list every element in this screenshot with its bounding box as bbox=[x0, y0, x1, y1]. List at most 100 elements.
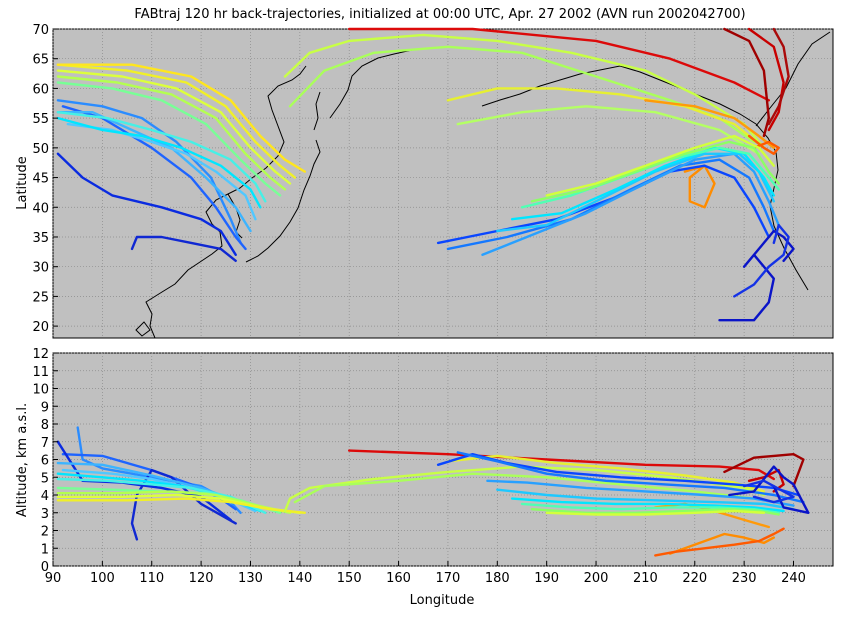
map-trajectory-31 bbox=[545, 134, 775, 197]
map-trajectory-17 bbox=[283, 33, 766, 149]
map-background bbox=[52, 28, 834, 339]
alt-trajectory-23 bbox=[486, 479, 795, 507]
map-y-tick-label: 55 bbox=[32, 112, 49, 127]
x-tick-label: 240 bbox=[781, 571, 806, 586]
map-trajectory-8 bbox=[56, 81, 282, 197]
coast-kamchatka bbox=[329, 49, 413, 119]
altitude-y-label: Altitude, km a.s.l. bbox=[15, 403, 30, 517]
map-trajectories bbox=[56, 27, 795, 322]
map-trajectory-22 bbox=[644, 99, 775, 149]
x-tick-label: 120 bbox=[189, 571, 214, 586]
alt-trajectory-9 bbox=[56, 490, 292, 514]
alt-trajectory-24 bbox=[496, 488, 795, 511]
map-trajectory-16 bbox=[767, 27, 790, 126]
x-tick-label: 200 bbox=[584, 571, 609, 586]
alt-trajectory-17 bbox=[446, 454, 766, 493]
alt-trajectory-22 bbox=[456, 451, 805, 504]
alt-trajectory-18 bbox=[668, 532, 775, 555]
map-trajectory-13 bbox=[348, 27, 770, 102]
x-tick-label: 130 bbox=[238, 571, 263, 586]
x-axis-label: Longitude bbox=[410, 593, 475, 608]
alt-trajectory-28 bbox=[545, 509, 766, 516]
altitude-trajectories bbox=[56, 426, 810, 557]
x-tick-label: 140 bbox=[287, 571, 312, 586]
map-trajectory-14 bbox=[723, 27, 770, 138]
alt-y-tick-label: 0 bbox=[41, 560, 49, 575]
map-y-tick-label: 35 bbox=[32, 231, 49, 246]
map-y-tick-label: 65 bbox=[32, 53, 49, 68]
alt-y-tick-label: 9 bbox=[41, 400, 49, 415]
alt-trajectory-25 bbox=[510, 497, 785, 513]
x-tick-label: 90 bbox=[45, 571, 62, 586]
map-trajectory-20 bbox=[456, 105, 761, 155]
alt-y-tick-label: 6 bbox=[41, 454, 49, 469]
alt-y-tick-label: 7 bbox=[41, 436, 49, 451]
map-y-tick-label: 25 bbox=[32, 290, 49, 305]
alt-trajectory-26 bbox=[520, 502, 780, 514]
map-trajectory-23 bbox=[747, 134, 780, 155]
map-trajectory-2 bbox=[56, 152, 237, 256]
alt-y-tick-label: 4 bbox=[41, 489, 49, 504]
chart-title: FABtraj 120 hr back-trajectories, initia… bbox=[134, 7, 745, 22]
coast-sakhalin bbox=[313, 91, 321, 131]
map-trajectory-10 bbox=[56, 69, 292, 185]
map-trajectory-33 bbox=[733, 223, 790, 298]
map-trajectory-9 bbox=[56, 75, 287, 191]
x-tick-label: 230 bbox=[732, 571, 757, 586]
coast-taiwan bbox=[135, 321, 151, 337]
map-trajectory-12 bbox=[56, 63, 306, 173]
map-panel: 20 25 30 35 40 45 50 55 60 65 70 Latitude bbox=[15, 23, 834, 339]
alt-y-tick-label: 3 bbox=[41, 507, 49, 522]
alt-trajectory-11 bbox=[56, 497, 306, 514]
x-tick-label: 170 bbox=[436, 571, 461, 586]
x-tick-label: 220 bbox=[682, 571, 707, 586]
x-tick-label: 150 bbox=[337, 571, 362, 586]
map-y-tick-label: 50 bbox=[32, 142, 49, 157]
map-trajectory-15 bbox=[747, 27, 785, 132]
map-y-ticks: 20 25 30 35 40 45 50 55 60 65 70 bbox=[32, 23, 58, 335]
alt-trajectory-13 bbox=[723, 453, 805, 488]
map-y-tick-label: 30 bbox=[32, 261, 49, 276]
alt-y-tick-label: 10 bbox=[32, 383, 49, 398]
coast-japan bbox=[245, 139, 321, 263]
altitude-grid bbox=[52, 352, 833, 567]
map-trajectory-0 bbox=[56, 99, 242, 245]
alt-trajectory-14 bbox=[747, 468, 785, 493]
alt-y-tick-label: 11 bbox=[32, 365, 49, 380]
alt-trajectory-12 bbox=[348, 449, 775, 481]
alt-trajectory-29 bbox=[728, 465, 810, 514]
map-trajectory-28 bbox=[510, 146, 775, 221]
map-trajectory-7 bbox=[56, 111, 267, 203]
alt-trajectory-3 bbox=[130, 468, 237, 541]
alt-y-tick-label: 2 bbox=[41, 525, 49, 540]
map-trajectory-19 bbox=[446, 87, 766, 149]
map-trajectory-3 bbox=[130, 235, 237, 262]
x-tick-label: 160 bbox=[386, 571, 411, 586]
x-tick-label: 100 bbox=[90, 571, 115, 586]
alt-trajectory-27 bbox=[530, 508, 780, 516]
x-tick-label: 190 bbox=[534, 571, 559, 586]
coast-asia bbox=[145, 65, 307, 339]
alt-y-tick-label: 1 bbox=[41, 542, 49, 557]
alt-y-tick-label: 12 bbox=[32, 347, 49, 362]
map-y-tick-label: 60 bbox=[32, 82, 49, 97]
alt-trajectory-20 bbox=[654, 527, 785, 557]
x-tick-label: 110 bbox=[139, 571, 164, 586]
map-y-tick-label: 40 bbox=[32, 201, 49, 216]
map-trajectory-30 bbox=[530, 140, 780, 203]
altitude-x-ticks: 90 100 110 120 130 140 150 160 170 180 190 200 210 22… bbox=[45, 561, 806, 586]
alt-y-tick-label: 8 bbox=[41, 418, 49, 433]
x-tick-label: 210 bbox=[633, 571, 658, 586]
map-y-tick-label: 20 bbox=[32, 320, 49, 335]
coast-alaska bbox=[481, 65, 809, 291]
map-trajectory-29 bbox=[520, 146, 780, 209]
map-y-tick-label: 70 bbox=[32, 23, 49, 38]
alt-trajectory-30 bbox=[742, 479, 795, 504]
map-trajectory-6 bbox=[56, 116, 262, 209]
alt-y-tick-label: 5 bbox=[41, 471, 49, 486]
x-tick-label: 180 bbox=[485, 571, 510, 586]
map-y-tick-label: 45 bbox=[32, 172, 49, 187]
map-trajectory-5 bbox=[66, 122, 257, 221]
